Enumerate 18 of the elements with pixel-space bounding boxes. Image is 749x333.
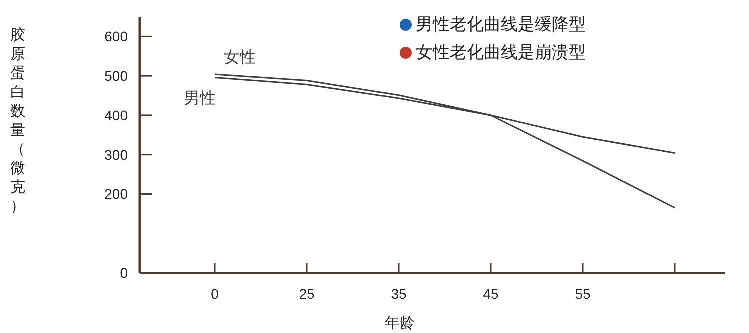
x-tick-label: 55 [575,286,591,302]
series-label: 女性 [224,50,256,66]
y-tick-label: 0 [120,265,128,281]
x-tick-label: 25 [299,286,315,302]
annotation: 女性老化曲线是崩溃型 [416,43,586,62]
y-tick-label: 500 [104,68,128,84]
annotation: 男性老化曲线是缓降型 [416,15,586,34]
series-label: 男性 [184,90,216,108]
y-tick-label: 600 [104,28,128,45]
x-axis-title: 年龄 [385,315,415,332]
y-tick-label: 400 [104,107,128,124]
x-tick-label: 45 [483,286,499,302]
x-tick-label: 0 [211,286,220,302]
text: 胶原蛋白数量（微克） [10,27,26,215]
y-tick-label: 200 [104,186,128,202]
line-series [214,74,676,209]
x-tick-label: 35 [391,286,407,302]
y-tick-label: 300 [104,146,128,163]
